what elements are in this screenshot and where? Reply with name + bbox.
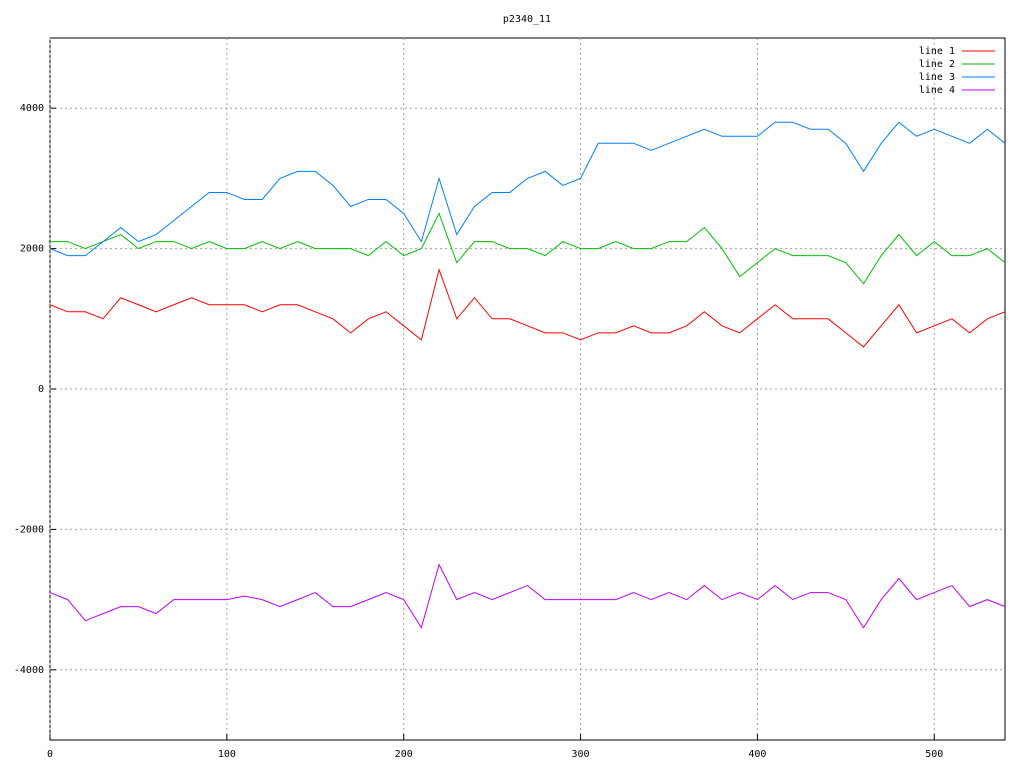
y-tick-label: -4000 (14, 665, 44, 676)
x-tick-label: 400 (748, 749, 766, 760)
x-tick-label: 500 (925, 749, 943, 760)
x-tick-label: 0 (47, 749, 53, 760)
legend-label: line 2 (919, 59, 955, 70)
legend-label: line 3 (919, 72, 955, 83)
x-tick-label: 300 (572, 749, 590, 760)
y-tick-label: 2000 (20, 244, 44, 255)
y-tick-label: 0 (38, 384, 44, 395)
line-series (49, 121, 1006, 257)
x-tick-label: 100 (218, 749, 236, 760)
chart-title: p2340_11 (503, 14, 551, 25)
legend-label: line 4 (919, 85, 955, 96)
y-tick-label: -2000 (14, 524, 44, 535)
x-tick-label: 200 (395, 749, 413, 760)
line-series (50, 212, 1006, 285)
y-tick-label: 4000 (20, 103, 44, 114)
line-series (49, 563, 1006, 629)
line-series (49, 267, 1006, 348)
legend-label: line 1 (919, 46, 955, 57)
